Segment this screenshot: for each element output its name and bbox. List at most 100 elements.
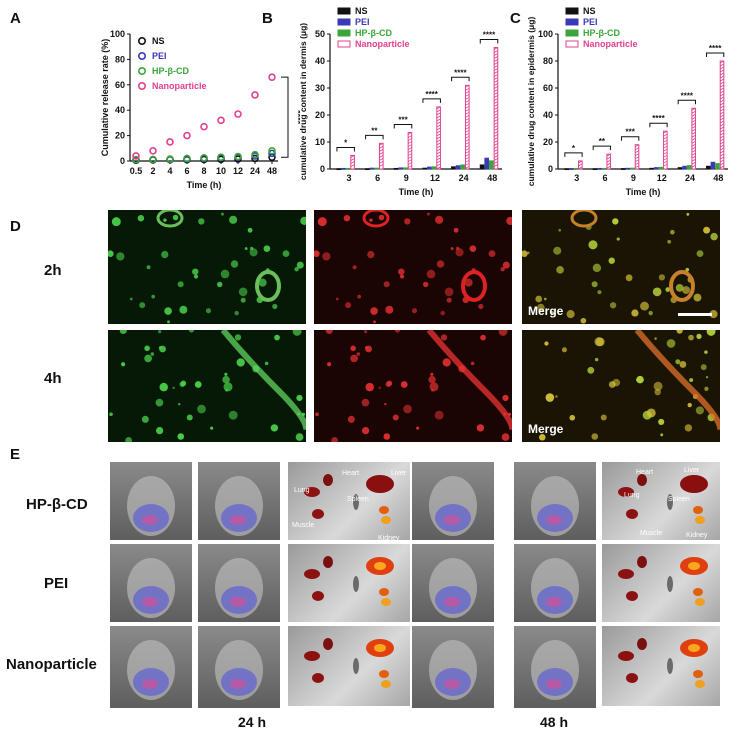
cell-spot [696,250,704,258]
bar-hatch [379,151,384,155]
legend-marker [337,18,351,26]
merge-label-2h: Merge [528,304,564,318]
cell-spot [685,267,690,272]
cell-spot [556,266,564,274]
cell-spot [383,433,391,440]
bar-hatch [663,151,668,155]
bar [431,166,437,170]
bar-hatch [720,81,724,85]
legend-marker [565,29,579,37]
bar-hatch [691,140,696,144]
cell-spot [392,414,399,421]
bar-hatch [578,163,583,167]
x-tick-label: 48 [713,173,723,183]
bar-hatch [493,56,498,59]
cell-spot [675,283,684,292]
cell-spot [665,287,671,292]
bar-hatch [436,160,441,164]
cell-spot [478,303,484,310]
bar-hatch [720,153,724,157]
cell-spot [400,381,408,388]
fluorescence-hotspot [546,679,562,689]
bar-hatch [635,147,639,151]
cell-spot [322,252,331,261]
bar [592,168,598,171]
y-tick-label: 60 [115,80,125,90]
y-tick-label: 40 [543,110,553,120]
organ-spleen [353,576,359,592]
micrograph-background [522,210,720,324]
bar-hatch [493,53,498,56]
x-tick-label: 24 [250,166,260,176]
bar-hatch [407,132,412,135]
cell-spot [163,218,167,222]
bar [489,160,494,170]
cell-spot [704,350,708,354]
bar-hatch [465,159,470,163]
cell-spot [670,229,675,235]
bar-hatch [407,165,412,168]
bar-hatch [436,118,441,122]
organ-lung [304,651,320,661]
bar-hatch [436,145,441,149]
cell-spot [550,311,555,315]
cell-spot [498,330,508,336]
cell-spot [592,263,602,273]
bar-hatch [691,164,696,168]
cell-spot [444,287,454,297]
cell-spot [178,402,181,406]
cell-spot [684,424,693,432]
bar-hatch [578,166,583,170]
bar-hatch [720,159,724,163]
vessel-ring [156,210,184,228]
cell-spot [686,212,690,216]
bar-hatch [407,135,412,138]
organ-spleen [667,658,673,674]
bar-hatch [720,165,724,169]
cell-spot [369,218,373,222]
cell-spot [453,227,459,233]
legend-marker [138,51,147,60]
significance-bracket [564,152,583,157]
bar-hatch [493,113,498,116]
bar-hatch [493,62,498,65]
bar-hatch [720,135,724,139]
data-point [268,149,276,158]
cell-spot [167,320,170,324]
bar-hatch [493,161,498,164]
cell-spot [654,388,661,396]
bar-hatch [691,134,696,138]
bar-hatch [465,126,470,130]
cell-spot [631,309,639,317]
bar-hatch [691,149,696,153]
cell-spot [436,260,445,268]
bar-hatch [493,50,498,53]
y-axis-label: cumulative drug content in epidermis (μg… [526,17,536,187]
bar-hatch [493,164,498,167]
organ-heart [323,474,333,486]
cell-spot [151,294,156,299]
bar-hatch [635,153,639,157]
organ-label-muscle-48h: Muscle [640,530,663,537]
data-point [166,155,174,163]
row-label-4h: 4h [44,370,62,387]
cell-spot [704,386,709,391]
bar-hatch [379,148,384,152]
cell-spot [125,437,133,442]
bar-hatch [663,163,668,167]
bar-hatch [465,114,470,118]
x-tick-label: 3 [346,173,351,183]
cell-spot [705,376,709,379]
bar-hatch [465,108,470,112]
cell-spot [378,386,381,390]
cell-spot [155,426,164,435]
cell-spot [295,433,304,441]
cell-spot [186,414,193,421]
ex-vivo-organ-image [288,544,410,622]
cell-spot [222,375,230,384]
data-point [251,154,259,163]
bar-hatch [691,122,696,126]
cell-spot [240,297,246,303]
organ-liver-core [688,562,700,570]
cell-spot [193,274,199,279]
